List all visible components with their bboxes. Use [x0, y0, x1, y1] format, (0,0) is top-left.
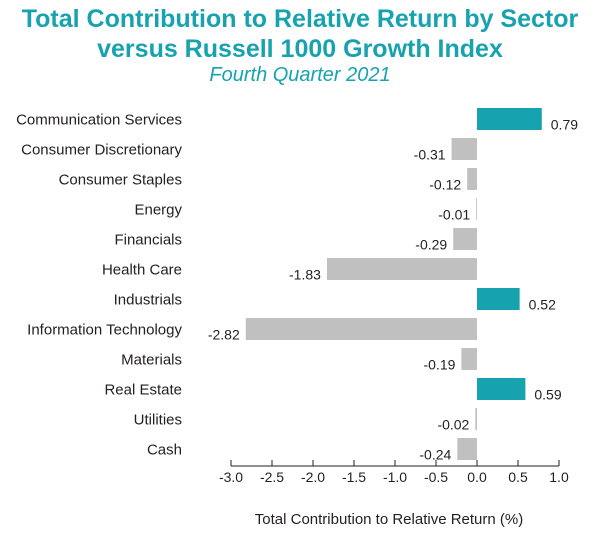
value-label-industrials: 0.52: [529, 297, 556, 313]
value-label-financials: -0.29: [415, 237, 447, 253]
value-label-energy: -0.01: [438, 207, 470, 223]
x-axis-label: Total Contribution to Relative Return (%…: [255, 511, 523, 528]
category-label-industrials: Industrials: [114, 292, 182, 309]
value-label-utilities: -0.02: [437, 417, 469, 433]
bar-consumer-discretionary: [451, 138, 477, 160]
value-label-health-care: -1.83: [289, 267, 321, 283]
chart-title-line-2: versus Russell 1000 Growth Index: [97, 35, 503, 63]
x-tick-label: -3.0: [219, 469, 243, 485]
bar-materials: [461, 348, 477, 370]
bar-real-estate: [477, 378, 526, 400]
bar-financials: [453, 228, 477, 250]
category-label-consumer-discretionary: Consumer Discretionary: [21, 142, 182, 159]
category-label-health-care: Health Care: [102, 262, 182, 279]
bar-cash: [457, 438, 477, 460]
value-label-consumer-discretionary: -0.31: [414, 147, 446, 163]
value-label-cash: -0.24: [419, 447, 451, 463]
bar-communication-services: [477, 108, 542, 130]
bar-information-technology: [245, 318, 477, 340]
x-tick-label: -0.5: [424, 469, 448, 485]
x-tick-label: -2.5: [260, 469, 284, 485]
category-label-information-technology: Information Technology: [27, 322, 182, 339]
value-label-real-estate: 0.59: [534, 387, 561, 403]
value-label-materials: -0.19: [423, 357, 455, 373]
x-tick-label: -2.0: [301, 469, 325, 485]
bars-group: [245, 108, 542, 460]
chart-title: Total Contribution to Relative Return by…: [0, 4, 600, 64]
category-labels: Communication Services Consumer Discretio…: [16, 112, 182, 459]
x-tick-label: -1.5: [342, 469, 366, 485]
bar-utilities: [475, 408, 477, 430]
category-label-utilities: Utilities: [134, 412, 182, 429]
x-tick-label: 0.5: [508, 469, 528, 485]
category-label-consumer-staples: Consumer Staples: [59, 172, 182, 189]
x-tick-label: 1.0: [549, 469, 569, 485]
chart-subtitle: Fourth Quarter 2021: [209, 64, 391, 86]
value-label-communication-services: 0.79: [551, 117, 578, 133]
x-tick-label: 0.0: [467, 469, 487, 485]
category-label-real-estate: Real Estate: [104, 382, 182, 399]
x-tick-label: -1.0: [383, 469, 407, 485]
value-label-information-technology: -2.82: [208, 327, 240, 343]
category-label-materials: Materials: [121, 352, 182, 369]
bar-industrials: [477, 288, 520, 310]
category-label-financials: Financials: [114, 232, 182, 249]
category-label-energy: Energy: [134, 202, 182, 219]
chart-title-line-1: Total Contribution to Relative Return by…: [21, 5, 579, 33]
category-label-communication-services: Communication Services: [16, 112, 182, 129]
x-axis: -3.0 -2.5 -2.0 -1.5 -1.0 -0.5 0.0 0.5 1.0: [219, 460, 569, 485]
bar-energy: [476, 198, 477, 220]
value-labels: 0.79 -0.31 -0.12 -0.01 -0.29 -1.83 0.52 -2.82 -0…: [208, 117, 578, 463]
bar-consumer-staples: [467, 168, 477, 190]
value-label-consumer-staples: -0.12: [429, 177, 461, 193]
bar-health-care: [326, 258, 477, 280]
category-label-cash: Cash: [147, 442, 182, 459]
